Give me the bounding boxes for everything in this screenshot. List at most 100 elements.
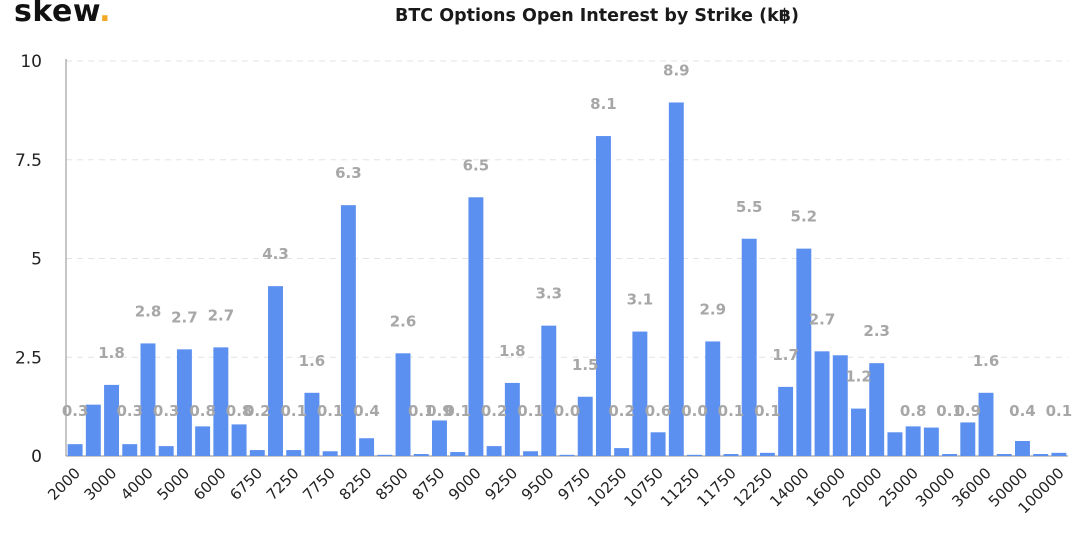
bar xyxy=(905,426,921,456)
data-label: 8.9 xyxy=(663,61,690,79)
data-label: 1.5 xyxy=(572,356,599,374)
data-label: 0.3 xyxy=(62,402,89,420)
data-label: 0.2 xyxy=(481,402,508,420)
data-label: 2.3 xyxy=(863,322,890,340)
bar xyxy=(176,349,192,456)
data-label: 0.8 xyxy=(226,402,253,420)
data-label: 0.2 xyxy=(608,402,635,420)
data-label: 1.8 xyxy=(499,342,526,360)
bar xyxy=(832,355,848,456)
bar xyxy=(140,343,156,456)
x-tick-label: 6750 xyxy=(226,464,266,504)
bar xyxy=(723,454,739,456)
data-label: 1.6 xyxy=(299,352,326,370)
x-tick-label: 30000 xyxy=(912,464,958,510)
bar xyxy=(104,384,120,456)
data-label: 1.8 xyxy=(98,344,125,362)
x-tick-label: 14000 xyxy=(766,464,812,510)
bar xyxy=(158,446,174,456)
bar xyxy=(541,325,557,456)
data-label: 0.8 xyxy=(189,402,216,420)
bar xyxy=(668,102,684,456)
data-label: 0.1 xyxy=(517,402,544,420)
bar xyxy=(577,396,593,456)
bar xyxy=(778,386,794,456)
y-tick-label: 2.5 xyxy=(15,348,42,368)
bar xyxy=(851,408,866,456)
data-label: 0.1 xyxy=(444,402,471,420)
data-label: 0.4 xyxy=(1009,402,1036,420)
bar xyxy=(195,426,211,456)
bar xyxy=(377,454,393,456)
bar xyxy=(559,454,575,456)
bar xyxy=(759,452,775,456)
data-label: 0.1 xyxy=(936,402,963,420)
bar xyxy=(304,392,320,456)
x-tick-label: 10750 xyxy=(620,464,666,510)
data-label: 6.5 xyxy=(463,156,490,174)
data-label: 0.1 xyxy=(718,402,745,420)
data-label: 0.1 xyxy=(317,402,344,420)
data-label: 5.2 xyxy=(791,208,818,226)
bar xyxy=(996,454,1012,456)
x-tick-label: 8750 xyxy=(409,464,449,504)
bar xyxy=(213,347,229,456)
bar xyxy=(814,351,830,456)
x-tick-label: 5000 xyxy=(154,464,194,504)
data-label: 3.1 xyxy=(627,291,654,309)
data-label: 2.7 xyxy=(809,310,836,328)
bar xyxy=(340,205,356,456)
bar xyxy=(322,451,338,456)
data-label: 0.9 xyxy=(426,402,453,420)
bar xyxy=(231,424,247,456)
bar xyxy=(869,363,885,456)
x-tick-label: 25000 xyxy=(876,464,922,510)
y-tick-label: 7.5 xyxy=(15,151,42,171)
data-label: 0.1 xyxy=(754,402,781,420)
bar xyxy=(359,438,375,456)
bar xyxy=(122,444,138,456)
data-label: 0.0 xyxy=(554,402,581,420)
bar xyxy=(468,197,484,456)
x-tick-label: 7250 xyxy=(263,464,303,504)
bar xyxy=(1051,452,1067,456)
bar xyxy=(249,450,265,456)
bar xyxy=(978,392,994,456)
x-tick-label: 3000 xyxy=(81,464,121,504)
bar xyxy=(796,248,812,456)
data-label: 4.3 xyxy=(262,245,289,263)
x-tick-label: 6000 xyxy=(190,464,230,504)
x-tick-label: 20000 xyxy=(839,464,885,510)
bar xyxy=(450,452,466,456)
skew-logo: skew. xyxy=(14,0,111,29)
bar xyxy=(504,382,520,456)
data-label: 2.9 xyxy=(699,300,726,318)
x-tick-label: 8500 xyxy=(372,464,412,504)
bar xyxy=(923,427,939,456)
bar xyxy=(687,454,702,456)
bar xyxy=(650,432,666,456)
bar xyxy=(705,341,721,456)
x-tick-label: 8250 xyxy=(336,464,376,504)
data-label: 0.1 xyxy=(1046,402,1073,420)
bar xyxy=(486,446,502,456)
bar xyxy=(632,331,648,456)
data-label: 0.3 xyxy=(153,402,180,420)
data-label: 2.7 xyxy=(208,306,235,324)
data-label: 0.1 xyxy=(280,402,307,420)
data-label: 1.6 xyxy=(973,352,1000,370)
x-tick-label: 9250 xyxy=(481,464,521,504)
chart-title: BTC Options Open Interest by Strike (k฿) xyxy=(395,6,799,26)
data-label: 2.8 xyxy=(135,302,162,320)
data-label: 3.3 xyxy=(535,285,562,303)
bar xyxy=(85,404,101,456)
x-tick-label: 12250 xyxy=(730,464,776,510)
bar xyxy=(595,136,611,457)
x-tick-label: 4000 xyxy=(117,464,157,504)
data-label: 1.7 xyxy=(772,346,799,364)
x-tick-label: 16000 xyxy=(803,464,849,510)
data-label: 0.3 xyxy=(116,402,143,420)
x-tick-label: 7750 xyxy=(299,464,339,504)
